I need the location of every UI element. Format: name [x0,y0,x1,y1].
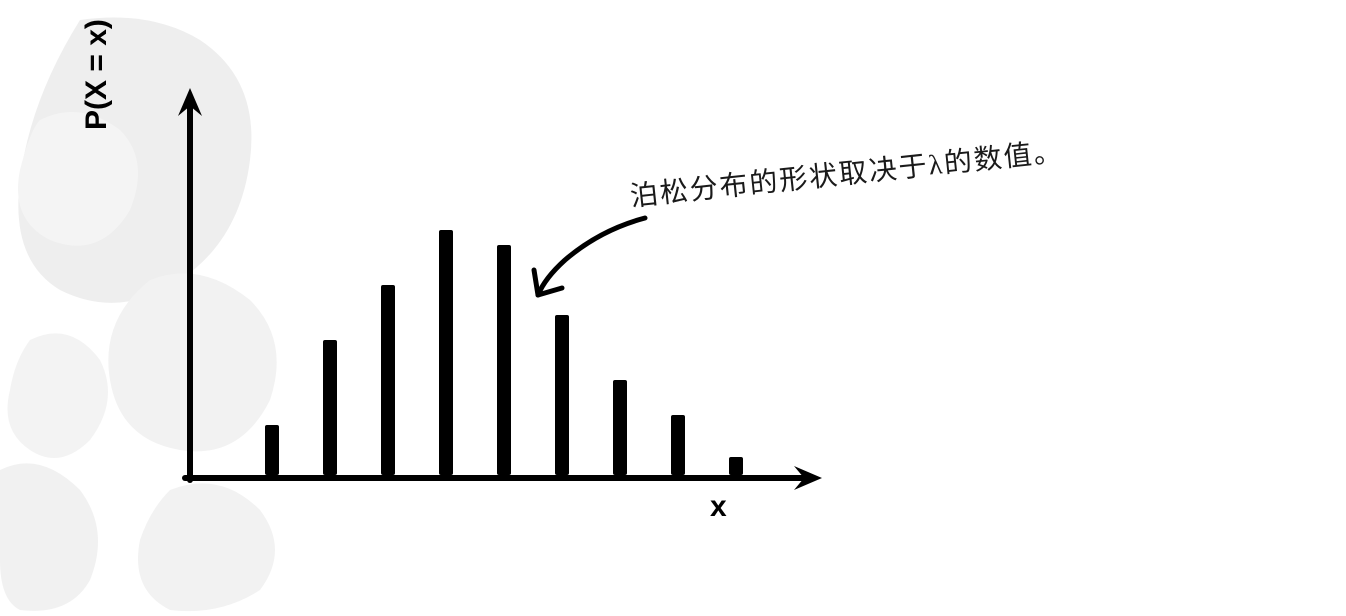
bar [265,425,279,475]
bar [323,340,337,475]
bar [439,230,453,475]
bar [381,285,395,475]
bar [613,380,627,475]
bar [671,415,685,475]
y-axis-label: P(X = x) [80,19,114,130]
annotation-arrow [490,200,690,340]
bar [729,457,743,475]
poisson-chart: P(X = x) x 泊松分布的形状取决于λ的数值。 [100,80,1200,560]
x-axis-label: x [710,490,727,524]
